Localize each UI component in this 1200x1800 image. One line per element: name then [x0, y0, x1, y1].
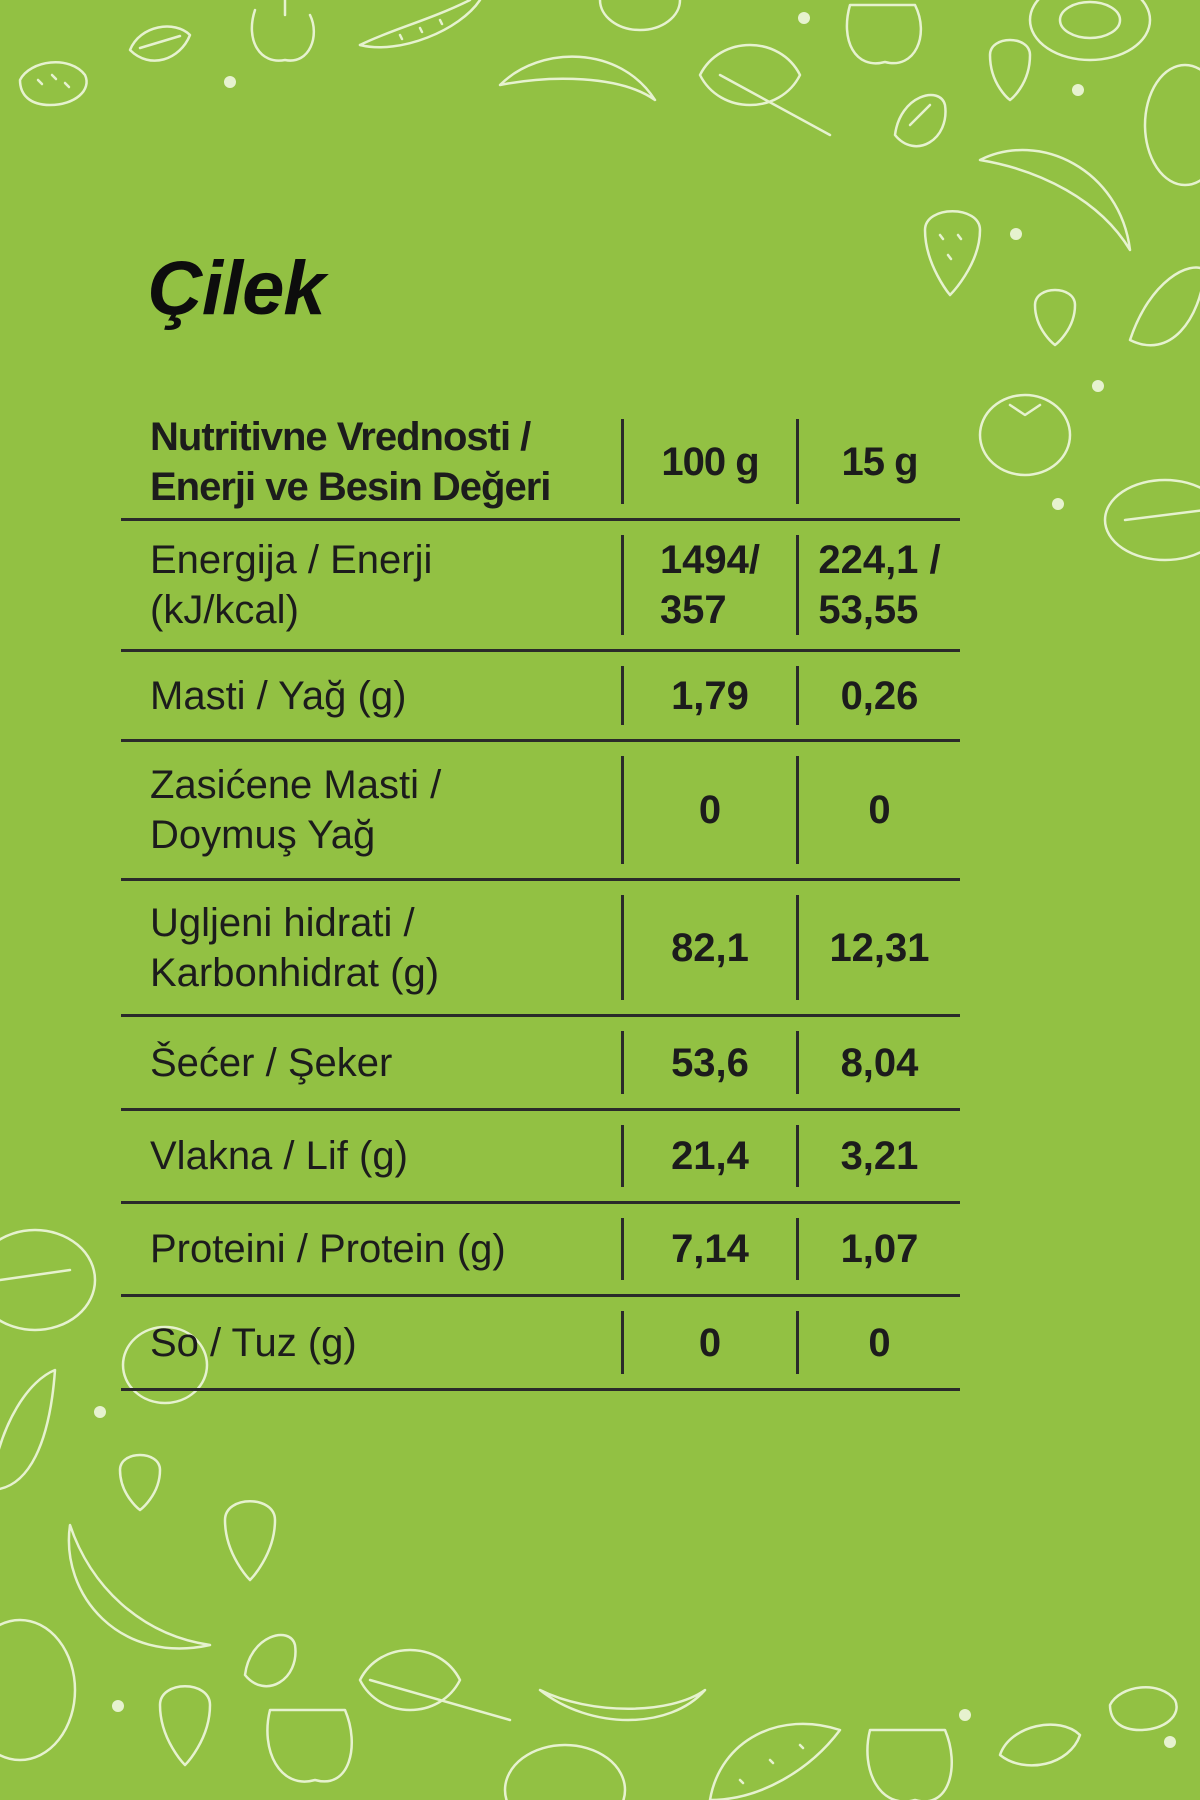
row-value-100g: 82,1 [621, 895, 796, 1000]
row-value-15g: 8,04 [796, 1031, 960, 1094]
row-label: Ugljeni hidrati / Karbonhidrat (g) [150, 900, 440, 995]
table-row: Energija / Enerji (kJ/kcal) 1494/ 357 22… [121, 521, 960, 652]
strawberry-icon [118, 1453, 162, 1512]
kiwi-icon [0, 1228, 97, 1332]
strawberry-icon [988, 38, 1032, 102]
row-label: Masti / Yağ (g) [150, 673, 407, 718]
kiwi-icon [598, 0, 682, 32]
lemon-icon [893, 93, 947, 148]
tomato-icon [121, 1325, 209, 1405]
nutrition-table: Nutritivne Vrednosti / Enerji ve Besin D… [121, 405, 960, 1391]
strawberry-icon [1108, 1686, 1178, 1732]
apple-icon [250, 0, 316, 62]
banana-icon [538, 1688, 707, 1722]
lemon-icon [243, 1633, 297, 1688]
table-row: Šećer / Şeker 53,6 8,04 [121, 1017, 960, 1111]
tomato-icon [978, 393, 1072, 477]
banana-icon [978, 148, 1132, 252]
row-value-15g: 12,31 [796, 895, 960, 1000]
strawberry-icon [18, 61, 88, 107]
lemon-icon [998, 1723, 1082, 1767]
row-value-100g: 0 [621, 756, 796, 864]
header-label: Nutritivne Vrednosti / Enerji ve Besin D… [150, 414, 551, 509]
row-value-100g: 1494/ 357 [621, 535, 796, 635]
row-label: Vlakna / Lif (g) [150, 1134, 408, 1178]
banana-icon [498, 55, 657, 102]
spinach-icon [698, 43, 832, 137]
row-value-15g: 0,26 [796, 666, 960, 725]
row-label: Zasićene Masti / Doymuş Yağ [150, 763, 442, 857]
header-col-15g: 15 g [796, 419, 960, 504]
row-value-15g: 0 [796, 1311, 960, 1374]
row-label: Proteini / Protein (g) [150, 1227, 506, 1271]
strawberry-icon [223, 1500, 277, 1582]
strawberry-icon [158, 1685, 212, 1767]
kiwi-icon [1103, 478, 1200, 562]
table-row: Proteini / Protein (g) 7,14 1,07 [121, 1204, 960, 1297]
row-label: Energija / Enerji (kJ/kcal) [150, 538, 433, 632]
row-value-100g: 1,79 [621, 666, 796, 725]
apple-icon [866, 1728, 953, 1800]
page-title: Çilek [148, 246, 326, 331]
table-row: Ugljeni hidrati / Karbonhidrat (g) 82,1 … [121, 881, 960, 1017]
table-row: Masti / Yağ (g) 1,79 0,26 [121, 652, 960, 742]
row-label: So / Tuz (g) [150, 1320, 357, 1365]
kiwi-icon [1028, 0, 1152, 62]
watermelon-icon [358, 0, 482, 49]
kiwi-icon [1143, 63, 1200, 187]
kiwi-icon [503, 1743, 627, 1800]
spinach-icon [1128, 266, 1200, 347]
strawberry-icon [1033, 288, 1077, 347]
spinach-icon [358, 1648, 512, 1722]
table-row: Zasićene Masti / Doymuş Yağ 0 0 [121, 742, 960, 881]
header-col-100g: 100 g [621, 419, 796, 504]
lemon-icon [128, 25, 192, 62]
row-label: Šećer / Şeker [150, 1040, 393, 1085]
row-value-15g: 224,1 / 53,55 [796, 535, 960, 635]
apple-icon [266, 1708, 353, 1783]
spinach-icon [0, 1368, 57, 1491]
row-value-15g: 1,07 [796, 1218, 960, 1280]
row-value-100g: 21,4 [621, 1125, 796, 1187]
kiwi-icon [0, 1618, 77, 1762]
table-header-row: Nutritivne Vrednosti / Enerji ve Besin D… [121, 405, 960, 521]
row-value-15g: 3,21 [796, 1125, 960, 1187]
apple-icon [845, 3, 923, 65]
table-row: So / Tuz (g) 0 0 [121, 1297, 960, 1391]
row-value-100g: 0 [621, 1311, 796, 1374]
strawberry-icon [923, 210, 982, 297]
banana-icon [67, 1523, 212, 1650]
watermelon-icon [708, 1722, 842, 1800]
row-value-15g: 0 [796, 756, 960, 864]
row-value-100g: 7,14 [621, 1218, 796, 1280]
row-value-100g: 53,6 [621, 1031, 796, 1094]
table-row: Vlakna / Lif (g) 21,4 3,21 [121, 1111, 960, 1204]
